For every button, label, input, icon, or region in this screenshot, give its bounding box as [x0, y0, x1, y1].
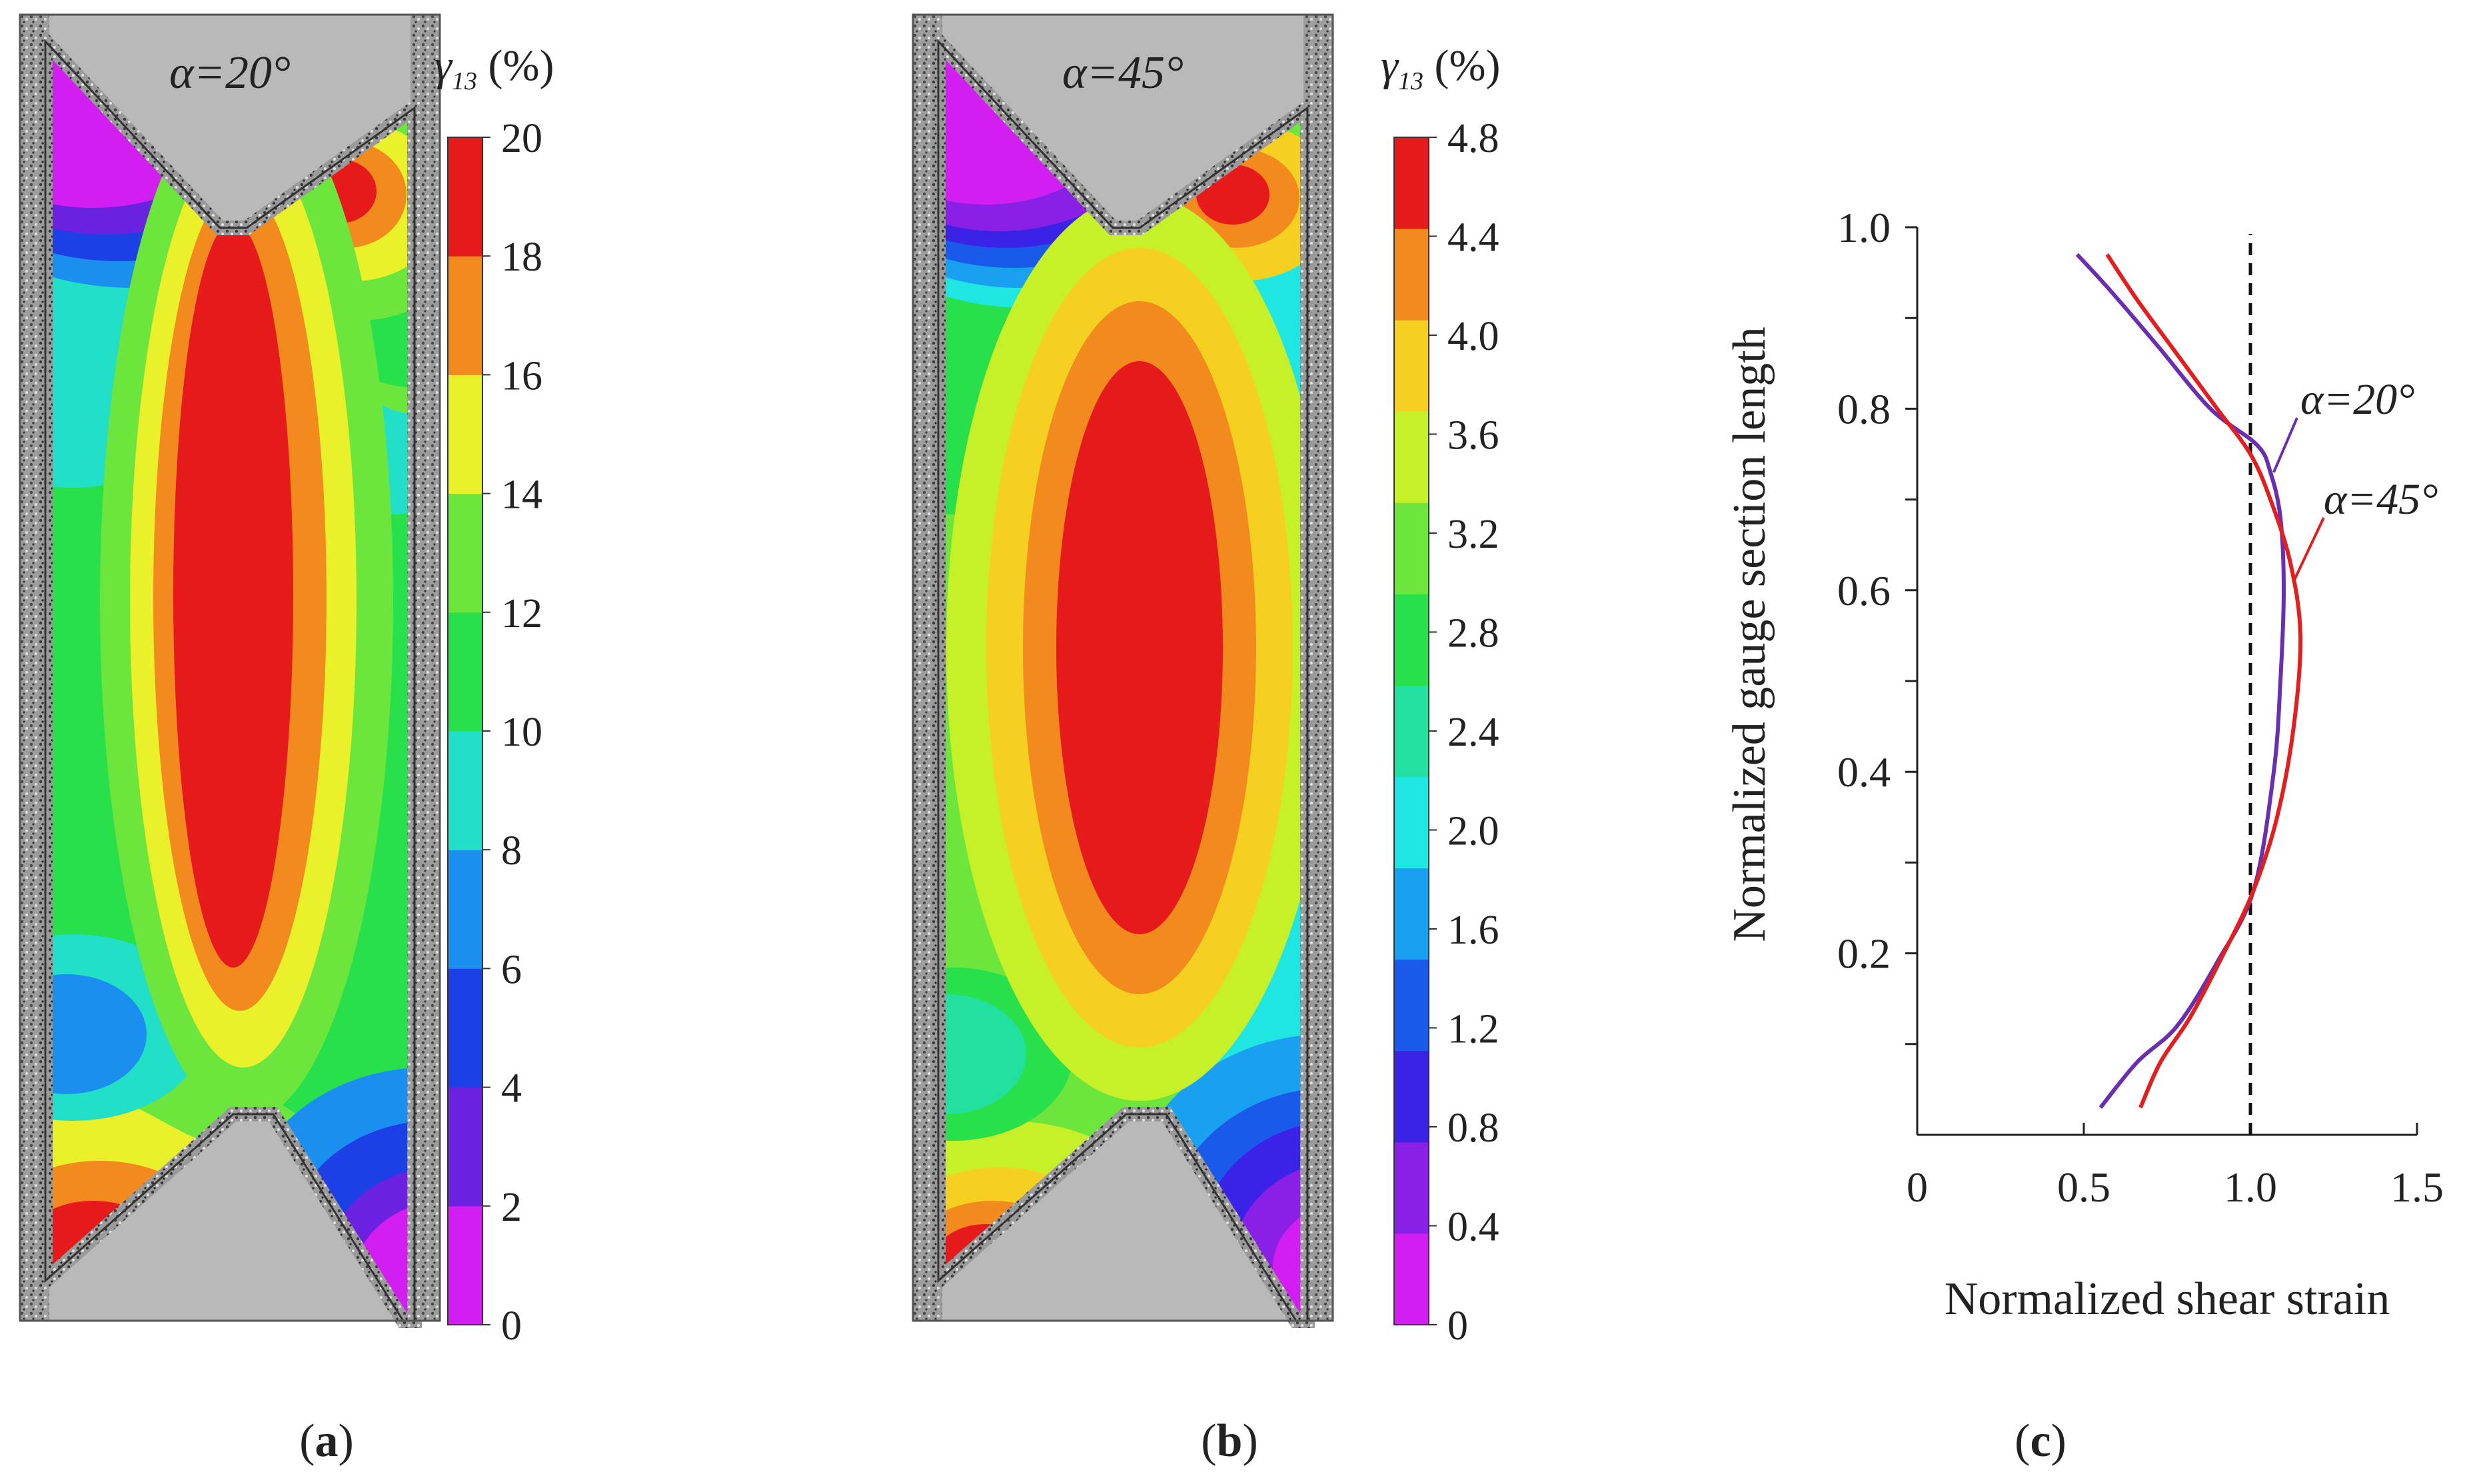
y-axis-label: Normalized gauge section length [1724, 327, 1775, 942]
series-annotation-1: α=20° [2300, 375, 2415, 424]
colorbar-tick-label: 1.2 [1447, 1007, 1499, 1052]
colorbar-band [448, 968, 482, 1088]
y-tick-label: 0.4 [1837, 748, 1891, 796]
colorbar-band [1394, 320, 1429, 412]
colorbar-b: 0 0.4 0.8 1.2 1.6 2.0 2.4 2.8 3.2 3.6 4.0 4.4 4.8 γ13… [1381, 41, 1500, 1349]
colorbar-tick-label: 3.2 [1447, 512, 1499, 557]
colorbar-band [1394, 685, 1429, 778]
y-tick-label: 1.0 [1837, 204, 1891, 251]
colorbar-band [448, 850, 482, 969]
colorbar-tick-label: 2.0 [1447, 809, 1499, 854]
colorbar-title: γ13 (%) [434, 41, 554, 95]
colorbar-band [1394, 502, 1429, 594]
x-tick-label: 0 [1907, 1163, 1928, 1211]
specimen-frame [19, 13, 441, 1322]
colorbar-tick-label: 20 [501, 116, 542, 161]
colorbar-band [448, 612, 482, 732]
colorbar-band [448, 1087, 482, 1207]
colorbar-tick-label: 3.6 [1447, 413, 1499, 458]
colorbar-tick-label: 2.8 [1447, 611, 1499, 656]
colorbar-tick-label: 0.8 [1447, 1106, 1499, 1151]
y-tick-label: 0.8 [1837, 385, 1891, 432]
x-axis-label: Normalized shear strain [1945, 1273, 2390, 1325]
colorbar-band [1394, 1141, 1429, 1234]
colorbar-band [1394, 1050, 1429, 1143]
y-tick-label: 0.6 [1837, 567, 1891, 614]
colorbar-band [1394, 594, 1429, 686]
series-annotation-2: α=45° [2324, 475, 2438, 524]
colorbar-band [448, 493, 482, 613]
colorbar-band [1394, 776, 1429, 869]
colorbar-band [448, 374, 482, 494]
colorbar-title: γ13 (%) [1381, 41, 1500, 95]
specimen-b: α=45° [912, 13, 1334, 1328]
colorbar-tick-label: 4 [501, 1066, 522, 1112]
colorbar-band [448, 1205, 482, 1325]
colorbar-band [1394, 137, 1429, 229]
series-leader-1 [2272, 417, 2298, 473]
series-line-2 [2105, 253, 2303, 1109]
angle-label-b: α=45° [1062, 47, 1184, 99]
series-leader-2 [2292, 516, 2325, 582]
colorbar-tick-label: 1.6 [1447, 908, 1499, 953]
colorbar-tick-label: 14 [501, 472, 542, 518]
colorbar-tick-label: 2 [501, 1185, 522, 1230]
colorbar-tick-label: 8 [501, 828, 522, 874]
colorbar-tick-label: 0.4 [1447, 1205, 1499, 1250]
colorbar-tick-label: 4.8 [1447, 116, 1499, 161]
line-chart: 0.2 0.4 0.6 0.8 1.0 0 0.5 1.0 1.5 α=20° α=45° Norma… [1724, 204, 2444, 1325]
colorbar-tick-label: 6 [501, 947, 522, 992]
colorbar-tick-label: 12 [501, 591, 542, 636]
colorbar-tick-label: 10 [501, 710, 542, 755]
x-tick-label: 0.5 [2057, 1163, 2110, 1211]
panel-label-a: (a) [299, 1415, 354, 1467]
x-tick-label: 1.5 [2390, 1163, 2444, 1211]
colorbar-band [448, 137, 482, 257]
x-tick-label: 1.0 [2224, 1163, 2277, 1211]
colorbar-band [1394, 229, 1429, 321]
colorbar-a: 0 2 4 6 8 10 12 14 16 18 20 γ13 (%) [434, 41, 554, 1349]
colorbar-band [448, 731, 482, 850]
colorbar-tick-label: 0 [501, 1303, 522, 1349]
colorbar-tick-label: 0 [1447, 1303, 1468, 1349]
colorbar-tick-label: 16 [501, 353, 542, 398]
colorbar-band [1394, 868, 1429, 960]
colorbar-band [1394, 411, 1429, 503]
colorbar-tick-label: 2.4 [1447, 710, 1499, 755]
colorbar-band [448, 256, 482, 375]
angle-label-a: α=20° [169, 47, 291, 99]
colorbar-band [1394, 1233, 1429, 1325]
colorbar-band [1394, 959, 1429, 1052]
specimen-frame [912, 13, 1334, 1322]
specimen-a: α=20° [19, 13, 441, 1328]
panel-label-c: (c) [2015, 1415, 2066, 1467]
colorbar-tick-label: 4.4 [1447, 215, 1499, 261]
colorbar-tick-label: 4.0 [1447, 314, 1499, 359]
colorbar-tick-label: 18 [501, 235, 542, 280]
series-line-1 [2075, 253, 2286, 1109]
panel-label-b: (b) [1201, 1415, 1258, 1467]
y-tick-label: 0.2 [1837, 930, 1891, 978]
